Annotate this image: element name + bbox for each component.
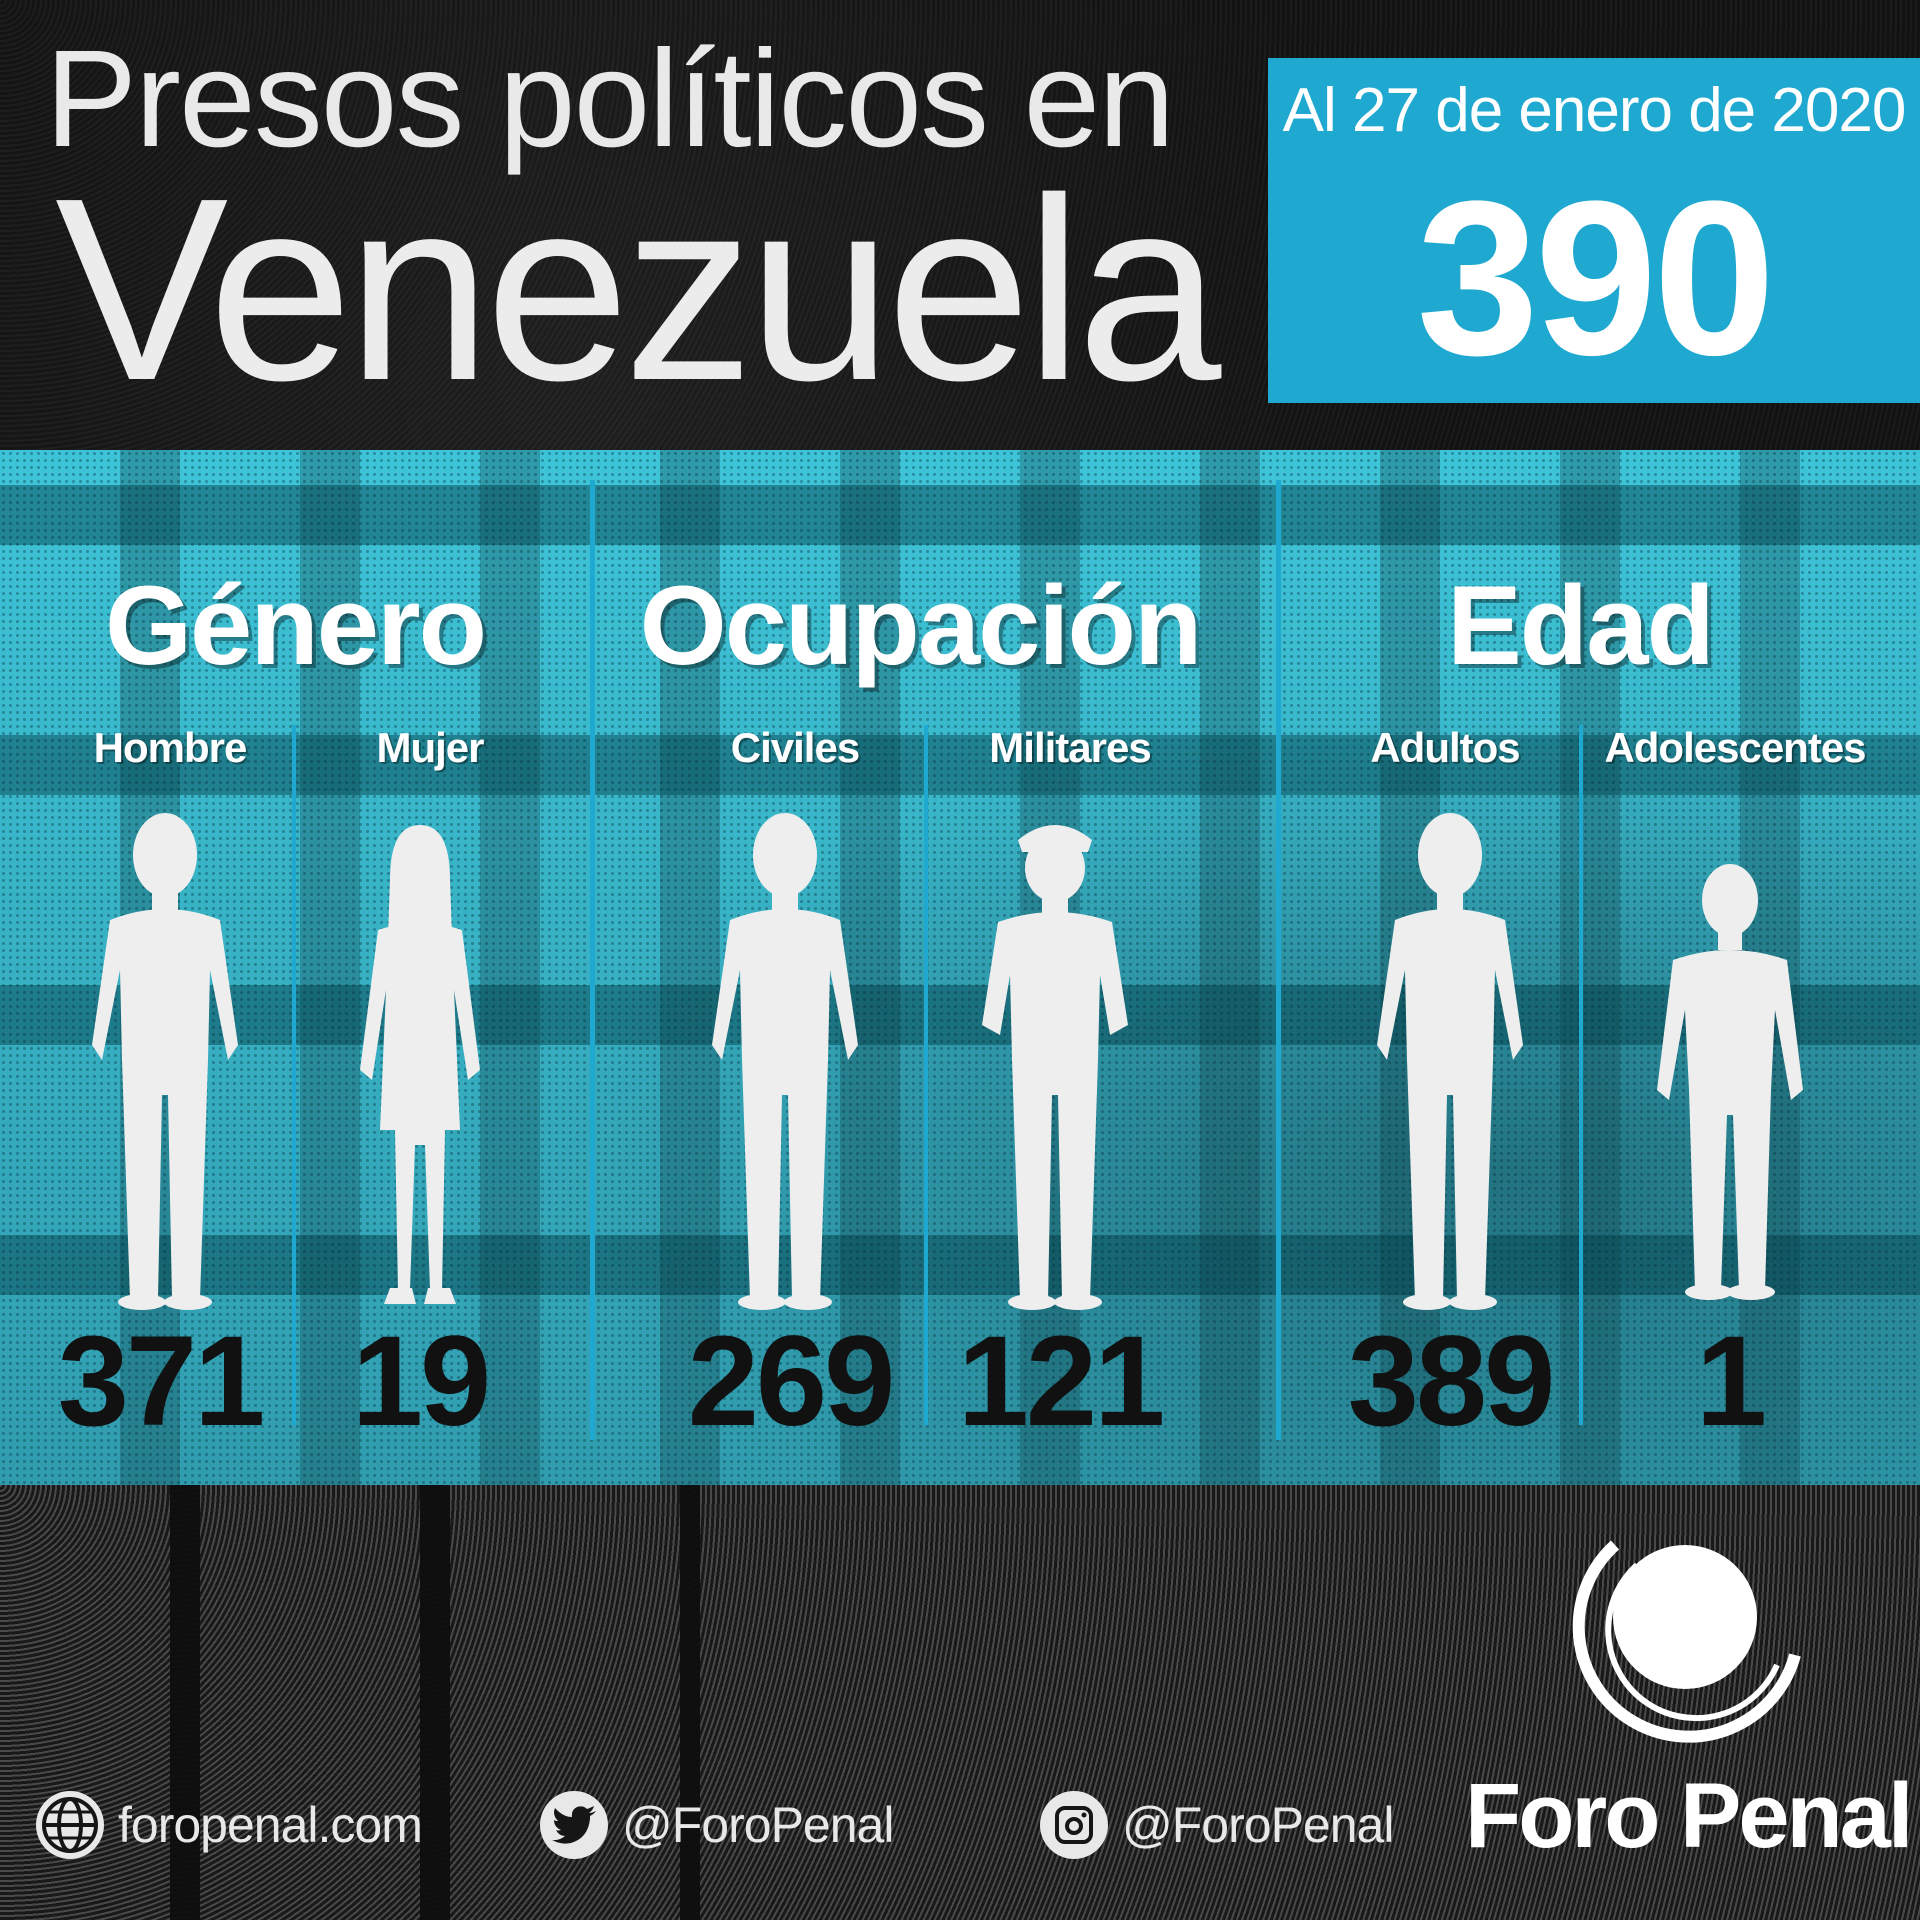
group-label-hombre: Hombre [93,724,248,771]
soldier-silhouette-icon [980,810,1130,1310]
group-divider [292,725,296,1425]
group-label-adultos: Adultos [1370,724,1520,771]
globe-icon [36,1791,104,1859]
adult-silhouette-icon [1375,810,1525,1310]
twitter-bird-icon [540,1791,608,1859]
foro-penal-logo-icon [1545,1505,1815,1775]
title-line-2: Venezuela [55,145,1221,435]
instagram-handle: @ForoPenal [1122,1797,1394,1853]
section-heading-ocupacion: Ocupación [639,563,1203,688]
section-heading-edad: Edad [1447,563,1715,688]
group-label-militares: Militares [989,724,1151,771]
total-value: 390 [1416,155,1775,401]
woman-silhouette-icon [350,820,490,1310]
instagram-link[interactable]: @ForoPenal [1040,1790,1394,1860]
instagram-camera-icon [1040,1791,1108,1859]
group-divider [924,725,928,1425]
title-line-1: Presos políticos en [45,22,1175,176]
section-divider [590,480,595,1440]
stats-band [0,450,1920,1485]
section-heading-genero: Género [104,563,487,688]
website-text: foropenal.com [118,1797,423,1853]
count-adultos: 389 [1347,1310,1556,1453]
twitter-handle: @ForoPenal [622,1797,894,1853]
count-adolescentes: 1 [1695,1310,1767,1453]
section-divider [1276,480,1281,1440]
count-militares: 121 [957,1310,1166,1453]
website-link[interactable]: foropenal.com [36,1790,423,1860]
band-halftone-texture [0,450,1920,1485]
group-label-civiles: Civiles [730,724,860,771]
twitter-link[interactable]: @ForoPenal [540,1790,894,1860]
teen-silhouette-icon [1655,860,1805,1300]
band-background-shade [0,450,1920,1485]
total-date-label: Al 27 de enero de 2020 [1282,76,1907,145]
group-label-adolescentes: Adolescentes [1604,724,1866,771]
count-hombre: 371 [57,1310,266,1453]
group-divider [1579,725,1583,1425]
man-silhouette-icon [90,810,240,1310]
total-box: Al 27 de enero de 2020 390 [1268,58,1920,403]
brand-name: Foro Penal [1465,1765,1913,1867]
count-civiles: 269 [687,1310,896,1453]
group-label-mujer: Mujer [376,724,484,771]
count-mujer: 19 [351,1310,491,1453]
civilian-silhouette-icon [710,810,860,1310]
